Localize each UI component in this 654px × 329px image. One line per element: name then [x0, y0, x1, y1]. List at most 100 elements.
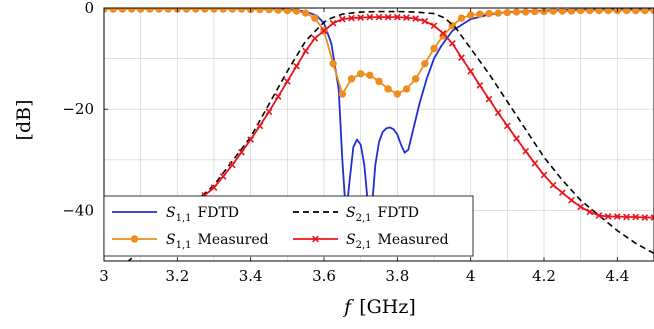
data-point-s-2-1-measured — [540, 171, 548, 179]
data-point-s-1-1-measured — [338, 90, 347, 98]
data-point-s-2-1-measured — [604, 213, 612, 220]
data-point-s-2-1-measured — [586, 208, 594, 216]
data-point-s-1-1-measured — [118, 8, 127, 13]
data-point-s-1-1-measured — [155, 8, 163, 13]
legend-label: S2,1 FDTD — [346, 205, 419, 224]
data-point-s-1-1-measured — [311, 14, 319, 22]
x-tick-label: 3.8 — [385, 267, 409, 285]
data-point-s-1-1-measured — [503, 8, 512, 17]
data-point-s-1-1-measured — [219, 8, 227, 13]
legend-entry-s-1-1-fdtd: S1,1 FDTD — [112, 205, 239, 224]
data-point-s-1-1-measured — [512, 8, 521, 16]
data-point-s-2-1-measured — [448, 40, 456, 47]
data-point-s-1-1-measured — [292, 8, 301, 15]
data-point-s-1-1-measured — [558, 8, 567, 15]
data-point-s-2-1-measured — [375, 13, 383, 21]
data-point-s-1-1-measured — [641, 8, 649, 15]
tick-marks — [103, 7, 618, 261]
data-point-s-2-1-measured — [503, 122, 511, 130]
data-point-s-1-1-measured — [531, 8, 539, 16]
legend: S1,1 FDTD S2,1 FDTD S1,1 Measured S2,1 Measured — [103, 195, 474, 257]
data-point-s-1-1-measured — [329, 59, 337, 68]
data-point-s-1-1-measured — [356, 70, 365, 78]
data-point-s-1-1-measured — [164, 8, 172, 13]
data-point-s-2-1-measured — [558, 189, 566, 197]
data-point-s-1-1-measured — [283, 8, 292, 15]
tick-labels: 3 3.2 3.4 3.6 3.8 4 4.2 4.4 0 −20 −40 — [62, 0, 629, 285]
legend-label: S1,1 Measured — [166, 232, 269, 251]
data-point-s-2-1-measured — [357, 14, 365, 21]
x-tick-label: 3.6 — [312, 267, 336, 285]
data-point-s-2-1-measured — [210, 184, 218, 191]
data-point-s-2-1-measured — [467, 67, 475, 75]
data-point-s-2-1-measured — [293, 62, 300, 70]
data-point-s-1-1-measured — [228, 8, 237, 13]
data-point-s-1-1-measured — [127, 8, 136, 13]
data-point-s-2-1-measured — [219, 173, 227, 180]
legend-entry-s-2-1-measured: S2,1 Measured — [293, 232, 449, 251]
y-tick-label: −20 — [62, 100, 94, 118]
data-point-s-1-1-measured — [411, 75, 420, 83]
x-tick-label: 4.4 — [605, 267, 629, 285]
y-tick-label: −40 — [62, 201, 94, 219]
data-point-s-2-1-measured — [366, 13, 374, 21]
data-point-s-1-1-measured — [301, 9, 310, 17]
legend-entry-s-1-1-measured: S1,1 Measured — [112, 232, 269, 251]
data-point-s-1-1-measured — [210, 8, 218, 13]
data-point-s-2-1-measured — [283, 78, 291, 85]
data-point-s-1-1-measured — [366, 71, 374, 79]
data-point-s-2-1-measured — [329, 19, 337, 27]
x-tick-label: 3.4 — [239, 267, 263, 285]
data-point-s-1-1-measured — [274, 8, 282, 14]
data-point-s-1-1-measured — [130, 235, 139, 243]
legend-entry-s-2-1-fdtd: S2,1 FDTD — [293, 205, 419, 224]
data-point-s-2-1-measured — [632, 213, 640, 221]
data-point-s-2-1-measured — [421, 17, 429, 25]
data-point-s-2-1-measured — [384, 13, 392, 21]
data-point-s-1-1-measured — [182, 8, 191, 13]
data-point-s-2-1-measured — [613, 213, 621, 220]
data-point-s-2-1-measured — [522, 147, 530, 155]
data-point-s-1-1-measured — [521, 8, 530, 16]
data-point-s-1-1-measured — [576, 8, 585, 15]
data-point-s-1-1-measured — [494, 9, 502, 17]
legend-box — [103, 195, 474, 257]
data-point-s-1-1-measured — [622, 8, 631, 15]
data-point-s-1-1-measured — [265, 8, 273, 14]
x-tick-label: 4 — [466, 267, 476, 285]
data-point-s-2-1-measured — [393, 13, 401, 21]
data-point-s-2-1-measured — [338, 15, 346, 23]
x-tick-label: 3.2 — [165, 267, 189, 285]
data-point-s-2-1-measured — [439, 29, 447, 37]
series-line-s-2-1-fdtd — [127, 10, 654, 261]
data-point-s-1-1-measured — [457, 14, 466, 22]
data-point-s-1-1-measured — [421, 59, 429, 68]
y-tick-label: 0 — [84, 0, 94, 17]
data-point-s-2-1-measured — [513, 135, 520, 142]
data-point-s-2-1-measured — [531, 159, 539, 167]
data-point-s-2-1-measured — [494, 109, 502, 117]
data-point-s-1-1-measured — [109, 8, 117, 13]
data-point-s-1-1-measured — [146, 8, 154, 13]
data-point-s-2-1-measured — [430, 22, 438, 30]
x-axis-label: f [GHz] — [342, 296, 416, 318]
data-point-s-1-1-measured — [201, 8, 209, 13]
data-point-s-2-1-measured — [348, 14, 355, 22]
data-point-s-1-1-measured — [604, 8, 612, 15]
data-point-s-2-1-measured — [577, 203, 585, 211]
data-point-s-2-1-measured — [650, 214, 654, 221]
data-point-s-1-1-measured — [631, 8, 640, 15]
data-point-s-1-1-measured — [476, 10, 484, 18]
data-point-s-2-1-measured — [320, 27, 328, 35]
data-point-s-2-1-measured — [476, 82, 484, 89]
data-point-s-1-1-measured — [347, 75, 356, 83]
data-point-s-1-1-measured — [375, 77, 383, 86]
data-point-s-1-1-measured — [191, 8, 200, 13]
data-point-s-1-1-measured — [595, 8, 603, 15]
data-point-s-2-1-measured — [623, 213, 630, 221]
data-point-s-1-1-measured — [549, 8, 557, 15]
data-point-s-2-1-measured — [641, 214, 649, 221]
data-point-s-2-1-measured — [595, 212, 603, 219]
data-point-s-1-1-measured — [430, 44, 438, 53]
